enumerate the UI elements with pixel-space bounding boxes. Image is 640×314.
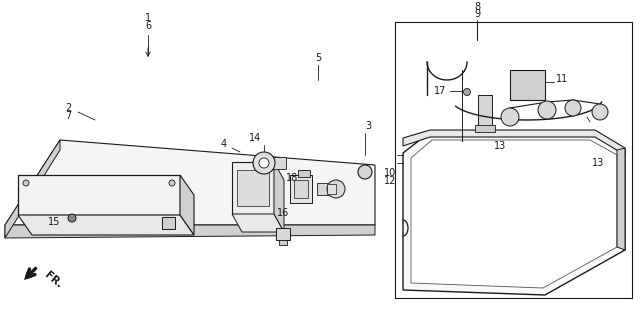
Text: 8: 8 xyxy=(474,2,480,12)
Polygon shape xyxy=(475,125,495,132)
Text: 15: 15 xyxy=(47,217,60,227)
Text: 4: 4 xyxy=(221,139,227,149)
Text: 6: 6 xyxy=(145,21,151,31)
Polygon shape xyxy=(411,140,617,288)
Text: 3: 3 xyxy=(365,121,371,131)
Polygon shape xyxy=(18,175,180,215)
Polygon shape xyxy=(5,140,375,225)
Circle shape xyxy=(501,108,519,126)
Text: 5: 5 xyxy=(315,53,321,63)
Circle shape xyxy=(253,152,275,174)
Circle shape xyxy=(538,101,556,119)
Polygon shape xyxy=(317,183,328,195)
Polygon shape xyxy=(237,170,269,206)
Text: 1: 1 xyxy=(145,13,151,23)
Polygon shape xyxy=(271,157,286,169)
Text: 2: 2 xyxy=(65,103,71,113)
Polygon shape xyxy=(5,225,375,238)
Text: 13: 13 xyxy=(493,141,506,151)
Polygon shape xyxy=(290,175,312,203)
Text: 13: 13 xyxy=(592,158,604,168)
Text: 17: 17 xyxy=(434,86,446,96)
Text: 18: 18 xyxy=(286,173,298,183)
Circle shape xyxy=(259,158,269,168)
Circle shape xyxy=(23,180,29,186)
Polygon shape xyxy=(279,240,287,245)
Polygon shape xyxy=(403,132,625,295)
Circle shape xyxy=(592,104,608,120)
Polygon shape xyxy=(274,162,284,232)
Circle shape xyxy=(327,180,345,198)
Polygon shape xyxy=(617,148,625,250)
Polygon shape xyxy=(276,228,290,240)
Text: 11: 11 xyxy=(556,74,568,84)
Polygon shape xyxy=(232,214,284,232)
Text: 7: 7 xyxy=(65,111,71,121)
Polygon shape xyxy=(403,130,625,155)
Circle shape xyxy=(169,180,175,186)
Polygon shape xyxy=(327,184,336,194)
Text: 16: 16 xyxy=(277,208,289,218)
Polygon shape xyxy=(232,162,274,214)
Polygon shape xyxy=(298,170,310,177)
Polygon shape xyxy=(510,70,545,100)
Polygon shape xyxy=(162,217,175,229)
Text: 9: 9 xyxy=(474,9,480,19)
Circle shape xyxy=(68,214,76,222)
Polygon shape xyxy=(18,215,194,235)
Circle shape xyxy=(358,165,372,179)
Circle shape xyxy=(463,89,470,95)
Text: 12: 12 xyxy=(383,176,396,186)
Text: 10: 10 xyxy=(384,168,396,178)
Text: FR.: FR. xyxy=(42,269,64,290)
Polygon shape xyxy=(478,95,492,130)
Polygon shape xyxy=(180,175,194,235)
Polygon shape xyxy=(294,180,308,198)
Text: 14: 14 xyxy=(249,133,261,143)
Circle shape xyxy=(565,100,581,116)
Polygon shape xyxy=(5,140,60,238)
